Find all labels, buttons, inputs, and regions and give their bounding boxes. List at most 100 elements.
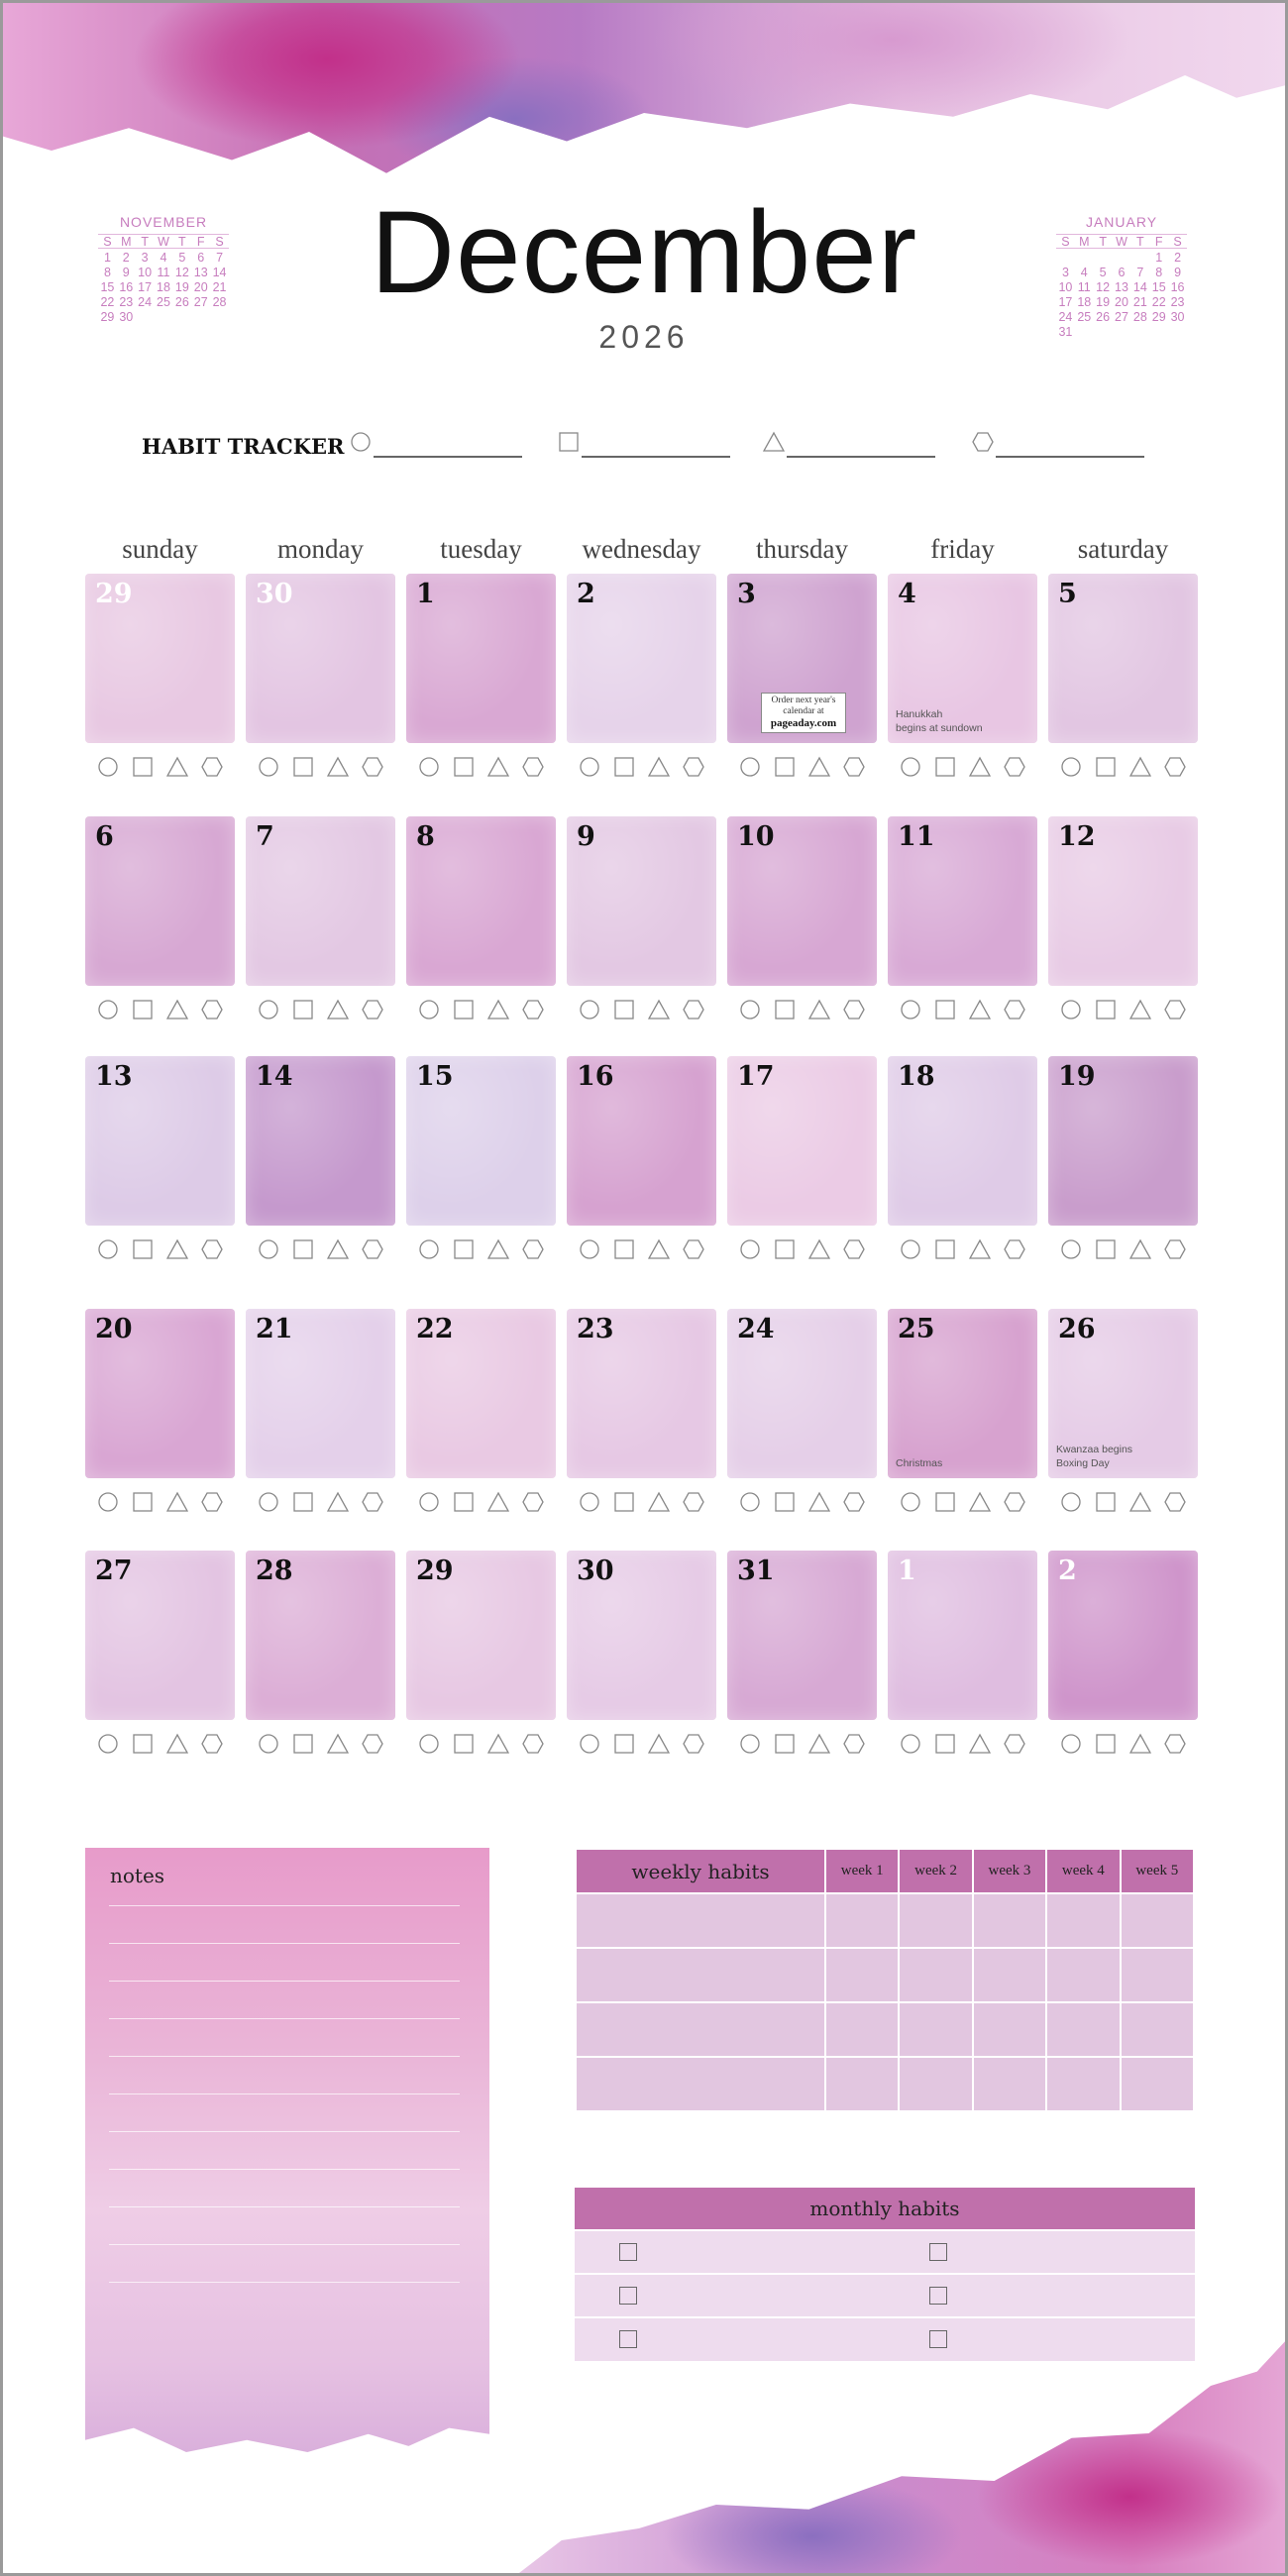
square-checkbox-icon[interactable] xyxy=(453,1491,475,1513)
triangle-checkbox-icon[interactable] xyxy=(807,1733,830,1755)
circle-checkbox-icon[interactable] xyxy=(579,756,600,778)
habit-name-cell[interactable] xyxy=(575,1892,826,1949)
monthly-habit-cell[interactable] xyxy=(885,2229,1195,2274)
circle-checkbox-icon[interactable] xyxy=(418,1491,440,1513)
day-cell[interactable]: 13 xyxy=(85,1056,235,1226)
triangle-checkbox-icon[interactable] xyxy=(647,1733,670,1755)
day-cell[interactable]: 19 xyxy=(1048,1056,1198,1226)
week-check-cell[interactable] xyxy=(971,2056,1048,2112)
hexagon-checkbox-icon[interactable] xyxy=(200,1733,223,1755)
triangle-checkbox-icon[interactable] xyxy=(486,999,509,1020)
hexagon-checkbox-icon[interactable] xyxy=(361,1733,383,1755)
hexagon-checkbox-icon[interactable] xyxy=(682,1733,704,1755)
circle-checkbox-icon[interactable] xyxy=(900,756,921,778)
week-check-cell[interactable] xyxy=(971,1947,1048,2003)
habit-tracker-circle-field[interactable] xyxy=(350,432,522,458)
triangle-checkbox-icon[interactable] xyxy=(326,999,349,1020)
hexagon-checkbox-icon[interactable] xyxy=(1003,999,1025,1020)
hexagon-checkbox-icon[interactable] xyxy=(842,756,865,778)
hexagon-checkbox-icon[interactable] xyxy=(1163,1733,1186,1755)
square-checkbox-icon[interactable] xyxy=(292,1733,314,1755)
circle-checkbox-icon[interactable] xyxy=(1060,999,1082,1020)
week-check-cell[interactable] xyxy=(1045,1947,1122,2003)
triangle-checkbox-icon[interactable] xyxy=(807,1491,830,1513)
day-cell[interactable]: 1 xyxy=(888,1551,1037,1720)
square-checkbox-icon[interactable] xyxy=(613,1238,635,1260)
square-checkbox-icon[interactable] xyxy=(1095,1491,1117,1513)
circle-checkbox-icon[interactable] xyxy=(97,1733,119,1755)
promo-box[interactable]: Order next year's calendar at pageaday.com xyxy=(761,693,846,733)
square-checkbox-icon[interactable] xyxy=(774,1238,796,1260)
week-check-cell[interactable] xyxy=(898,1947,974,2003)
monthly-habit-cell[interactable] xyxy=(575,2316,885,2361)
hexagon-checkbox-icon[interactable] xyxy=(521,1733,544,1755)
week-check-cell[interactable] xyxy=(1045,2001,1122,2058)
day-cell[interactable]: 5 xyxy=(1048,574,1198,743)
circle-checkbox-icon[interactable] xyxy=(579,1491,600,1513)
day-cell[interactable]: 22 xyxy=(406,1309,556,1478)
circle-checkbox-icon[interactable] xyxy=(418,999,440,1020)
week-check-cell[interactable] xyxy=(898,1892,974,1949)
hexagon-checkbox-icon[interactable] xyxy=(1003,756,1025,778)
hexagon-checkbox-icon[interactable] xyxy=(842,1491,865,1513)
day-cell[interactable]: 29 xyxy=(85,574,235,743)
circle-checkbox-icon[interactable] xyxy=(739,999,761,1020)
triangle-checkbox-icon[interactable] xyxy=(326,1238,349,1260)
day-cell[interactable]: 24 xyxy=(727,1309,877,1478)
square-checkbox-icon[interactable] xyxy=(934,756,956,778)
triangle-checkbox-icon[interactable] xyxy=(165,1238,188,1260)
circle-checkbox-icon[interactable] xyxy=(97,1238,119,1260)
day-cell[interactable]: 20 xyxy=(85,1309,235,1478)
square-checkbox-icon[interactable] xyxy=(774,756,796,778)
triangle-checkbox-icon[interactable] xyxy=(165,999,188,1020)
triangle-checkbox-icon[interactable] xyxy=(326,756,349,778)
square-checkbox-icon[interactable] xyxy=(1095,756,1117,778)
square-checkbox-icon[interactable] xyxy=(1095,999,1117,1020)
triangle-checkbox-icon[interactable] xyxy=(968,999,991,1020)
triangle-checkbox-icon[interactable] xyxy=(647,756,670,778)
circle-checkbox-icon[interactable] xyxy=(258,1733,279,1755)
square-checkbox-icon[interactable] xyxy=(774,1733,796,1755)
circle-checkbox-icon[interactable] xyxy=(97,1491,119,1513)
checkbox[interactable] xyxy=(619,2330,637,2349)
triangle-checkbox-icon[interactable] xyxy=(165,1491,188,1513)
hexagon-checkbox-icon[interactable] xyxy=(1003,1238,1025,1260)
day-cell[interactable]: 29 xyxy=(406,1551,556,1720)
hexagon-checkbox-icon[interactable] xyxy=(200,1491,223,1513)
day-cell[interactable]: 26 Kwanzaa begins Boxing Day xyxy=(1048,1309,1198,1478)
triangle-checkbox-icon[interactable] xyxy=(1128,999,1151,1020)
hexagon-checkbox-icon[interactable] xyxy=(521,1491,544,1513)
square-checkbox-icon[interactable] xyxy=(774,1491,796,1513)
week-check-cell[interactable] xyxy=(898,2001,974,2058)
notes-panel[interactable]: notes xyxy=(85,1848,489,2452)
day-cell[interactable]: 28 xyxy=(246,1551,395,1720)
square-checkbox-icon[interactable] xyxy=(613,756,635,778)
circle-checkbox-icon[interactable] xyxy=(97,756,119,778)
circle-checkbox-icon[interactable] xyxy=(258,1491,279,1513)
hexagon-checkbox-icon[interactable] xyxy=(1163,1238,1186,1260)
hexagon-checkbox-icon[interactable] xyxy=(200,999,223,1020)
habit-tracker-hexagon-field[interactable] xyxy=(972,432,1144,458)
week-check-cell[interactable] xyxy=(971,1892,1048,1949)
habit-name-cell[interactable] xyxy=(575,2001,826,2058)
square-checkbox-icon[interactable] xyxy=(292,999,314,1020)
square-checkbox-icon[interactable] xyxy=(132,1733,154,1755)
monthly-habit-cell[interactable] xyxy=(575,2229,885,2274)
triangle-checkbox-icon[interactable] xyxy=(807,756,830,778)
hexagon-checkbox-icon[interactable] xyxy=(521,756,544,778)
hexagon-checkbox-icon[interactable] xyxy=(682,1238,704,1260)
hexagon-checkbox-icon[interactable] xyxy=(361,1491,383,1513)
day-cell[interactable]: 2 xyxy=(567,574,716,743)
day-cell[interactable]: 17 xyxy=(727,1056,877,1226)
square-checkbox-icon[interactable] xyxy=(613,999,635,1020)
triangle-checkbox-icon[interactable] xyxy=(807,999,830,1020)
circle-checkbox-icon[interactable] xyxy=(739,756,761,778)
day-cell[interactable]: 31 xyxy=(727,1551,877,1720)
circle-checkbox-icon[interactable] xyxy=(258,999,279,1020)
circle-checkbox-icon[interactable] xyxy=(900,1238,921,1260)
square-checkbox-icon[interactable] xyxy=(453,1238,475,1260)
week-check-cell[interactable] xyxy=(1045,2056,1122,2112)
triangle-checkbox-icon[interactable] xyxy=(1128,1733,1151,1755)
week-check-cell[interactable] xyxy=(898,2056,974,2112)
triangle-checkbox-icon[interactable] xyxy=(486,756,509,778)
